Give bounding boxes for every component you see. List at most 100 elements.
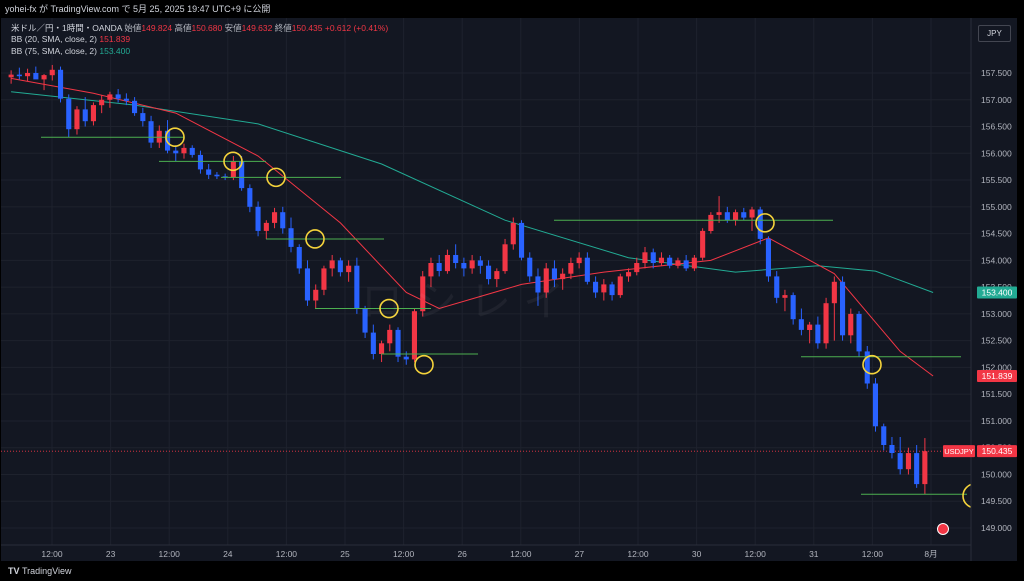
candle-body xyxy=(197,154,203,170)
candle-body xyxy=(716,212,722,215)
candle-body xyxy=(156,130,162,143)
time-tick-label: 12:00 xyxy=(276,549,298,559)
candle-body xyxy=(535,276,541,293)
bb20-value: 151.839 xyxy=(99,34,131,44)
price-tick-label: 156.000 xyxy=(981,148,1012,158)
candle-body xyxy=(280,212,286,229)
candle-body xyxy=(593,281,599,293)
candle-body xyxy=(675,260,681,266)
chart-grid xyxy=(1,18,971,545)
candle-body xyxy=(667,257,673,266)
high-label: 高値 xyxy=(174,23,192,33)
candle-body xyxy=(428,263,434,277)
candle-body xyxy=(247,188,253,207)
bb20-legend[interactable]: BB (20, SMA, close, 2) 151.839 xyxy=(11,34,130,44)
candle-body xyxy=(461,263,467,269)
candle-body xyxy=(173,150,179,154)
candle-body xyxy=(609,284,615,296)
highlight-circle xyxy=(862,354,882,375)
candle-body xyxy=(99,99,105,106)
chart-pane[interactable]: 157.500 157.000 156.500 156.000 155.500 155.0… xyxy=(1,18,1017,561)
candle-body xyxy=(239,161,245,189)
candle-body xyxy=(230,161,236,178)
candle-body xyxy=(115,94,121,99)
bb75-legend[interactable]: BB (75, SMA, close, 2) 153.400 xyxy=(11,46,130,56)
open-label: 始値 xyxy=(124,23,142,33)
tradingview-logo-icon: TV xyxy=(8,566,20,576)
highlight-circle xyxy=(755,213,775,233)
price-tick-label: 152.500 xyxy=(981,336,1012,346)
candle-body xyxy=(469,260,475,269)
candle-body xyxy=(872,383,878,427)
price-chart[interactable]: 157.500 157.000 156.500 156.000 155.500 155.0… xyxy=(1,18,1017,561)
candle-body xyxy=(749,209,755,218)
candle-body xyxy=(25,73,31,77)
candle-body xyxy=(848,313,854,336)
candle-body xyxy=(486,265,492,280)
symbol-legend[interactable]: 米ドル／円・1時間・OANDA 始値149.824 高値150.680 安値14… xyxy=(11,22,388,34)
candle-body xyxy=(798,319,804,330)
candle-body xyxy=(584,257,590,282)
candle-body xyxy=(255,206,261,231)
high-value: 150.680 xyxy=(191,23,223,33)
bb75-value: 153.400 xyxy=(99,46,131,56)
candle-body xyxy=(395,329,401,357)
support-lines xyxy=(41,136,967,495)
candle-body xyxy=(782,295,788,298)
bb20-label: BB (20, SMA, close, 2) xyxy=(11,34,97,44)
candle-body xyxy=(856,313,862,352)
price-tick-label: 149.000 xyxy=(981,523,1012,533)
candle-body xyxy=(560,273,566,280)
candle-body xyxy=(362,308,368,333)
price-tick-label: 154.500 xyxy=(981,229,1012,239)
candle-body xyxy=(733,212,739,221)
time-tick-label: 12:00 xyxy=(159,549,181,559)
price-tick-label: 153.000 xyxy=(981,309,1012,319)
candle-body xyxy=(527,257,533,277)
candle-body xyxy=(403,356,409,360)
candle-body xyxy=(477,260,483,266)
candle-body xyxy=(543,268,549,293)
candle-body xyxy=(140,113,146,122)
candle-body xyxy=(66,98,72,130)
bb75-label: BB (75, SMA, close, 2) xyxy=(11,46,97,56)
candle-body xyxy=(49,69,55,76)
candle-body xyxy=(444,255,450,272)
candle-body xyxy=(82,109,88,122)
open-value: 149.824 xyxy=(141,23,173,33)
candle-body xyxy=(683,260,689,269)
time-tick-label: 25 xyxy=(340,549,350,559)
time-tick-label: 26 xyxy=(457,549,467,559)
candle-body xyxy=(337,260,343,273)
candle-body xyxy=(189,147,195,155)
candle-body xyxy=(321,268,327,290)
candle-body xyxy=(222,176,228,178)
price-tick-label: 152.000 xyxy=(981,362,1012,372)
candle-body xyxy=(453,255,459,263)
time-tick-label: 12:00 xyxy=(393,549,415,559)
candle-body xyxy=(411,311,417,360)
candle-body xyxy=(436,263,442,271)
price-tick-label: 151.000 xyxy=(981,416,1012,426)
candle-body xyxy=(313,289,319,301)
time-tick-label: 30 xyxy=(692,549,702,559)
currency-button[interactable]: JPY xyxy=(978,25,1011,42)
candle-body xyxy=(568,263,574,274)
candle-body xyxy=(74,109,80,130)
candle-body xyxy=(922,451,928,485)
candles xyxy=(8,64,928,495)
candle-body xyxy=(165,130,171,151)
candle-body xyxy=(914,453,920,485)
candle-body xyxy=(815,324,821,344)
candle-body xyxy=(148,121,154,143)
time-tick-label: 31 xyxy=(809,549,819,559)
candle-body xyxy=(370,332,376,354)
candle-body xyxy=(132,100,138,114)
low-label: 安値 xyxy=(224,23,242,33)
candle-body xyxy=(33,73,39,80)
time-tick-label: 12:00 xyxy=(627,549,649,559)
footer-brand: TradingView xyxy=(22,566,72,576)
candle-body xyxy=(650,252,656,263)
candle-body xyxy=(831,281,837,304)
